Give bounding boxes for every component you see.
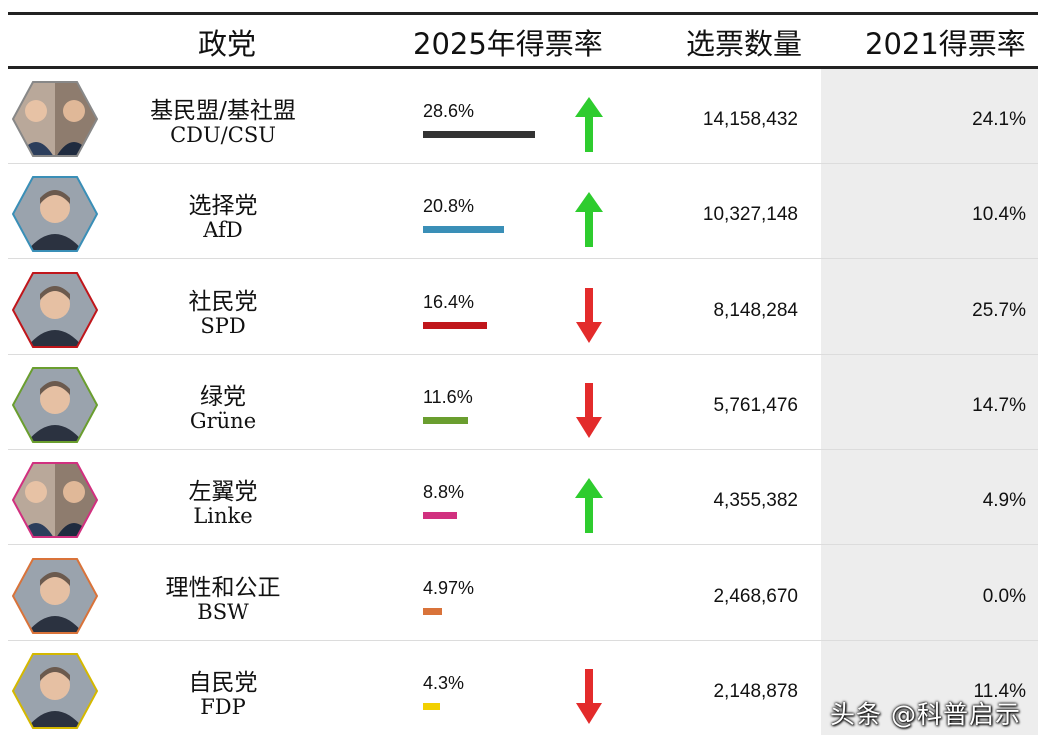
leader-portrait-icon — [12, 557, 98, 634]
arrow-down-icon — [576, 382, 602, 438]
party-name-cn: 选择党 — [188, 193, 258, 220]
share-2025-label: 8.8% — [423, 482, 465, 503]
table-row: 理性和公正 BSW 4.97% 2,468,670 0.0% — [8, 546, 1038, 641]
share-2021-value: 14.7% — [972, 394, 1026, 416]
share-2021-value: 24.1% — [972, 109, 1026, 130]
row-divider — [8, 258, 1038, 260]
party-name-en: SPD — [200, 313, 246, 338]
share-2021-value: 4.9% — [982, 490, 1026, 512]
header-share-2025: 2025年得票率 — [413, 27, 603, 61]
party-name-en: BSW — [197, 599, 249, 624]
party-name-cn: 绿党 — [200, 383, 246, 410]
share-2025-label: 4.3% — [423, 672, 465, 693]
share-2021-value: 11.4% — [973, 680, 1026, 702]
row-divider — [8, 544, 1038, 546]
leader-portrait-icon — [12, 652, 98, 729]
vote-count: 2,148,878 — [713, 680, 798, 702]
vote-count: 2,468,670 — [713, 585, 798, 607]
table-row: 自民党 FDP 4.3% 2,148,878 11.4% — [8, 641, 1038, 736]
party-name-en: Grüne — [189, 408, 257, 433]
share-2021-value: 0.0% — [982, 585, 1026, 607]
party-name-cn: 基民盟/基社盟 — [150, 98, 296, 124]
table-header: 政党 2025年得票率 选票数量 2021得票率 — [8, 15, 1038, 67]
row-divider — [8, 448, 1038, 450]
header-rule — [8, 66, 1038, 69]
two-leaders-portrait-icon — [12, 81, 98, 157]
share-2025-bar — [423, 321, 487, 329]
table-top-rule — [8, 12, 1038, 15]
share-2025-bar — [423, 607, 443, 615]
vote-count: 10,327,148 — [702, 204, 798, 226]
share-2025-label: 20.8% — [423, 196, 475, 217]
party-name-cn: 自民党 — [188, 669, 258, 696]
row-divider — [8, 353, 1038, 355]
header-party: 政党 — [198, 27, 257, 61]
vote-count: 4,355,382 — [713, 490, 798, 512]
share-2025-label: 16.4% — [423, 291, 475, 312]
table-row: 基民盟/基社盟 CDU/CSU 28.6% 14,158,432 24.1% — [8, 69, 1038, 164]
leader-portrait-icon — [12, 176, 98, 253]
column-2021-background — [821, 69, 1038, 735]
header-share-2021: 2021得票率 — [865, 27, 1026, 61]
leader-portrait-icon — [12, 366, 98, 443]
party-name-en: Linke — [193, 504, 253, 529]
watermark: 头条 @科普启示 — [830, 700, 1021, 729]
share-2025-label: 28.6% — [423, 101, 475, 121]
arrow-up-icon — [575, 478, 603, 534]
vote-count: 8,148,284 — [713, 299, 798, 321]
row-divider — [8, 639, 1038, 641]
arrow-down-icon — [576, 668, 602, 724]
two-leaders-portrait-icon — [12, 462, 98, 539]
row-divider — [8, 163, 1038, 164]
share-2025-label: 4.97% — [423, 577, 475, 598]
share-2025-bar — [423, 416, 469, 424]
table-row: 绿党 Grüne 11.6% 5,761,476 14.7% — [8, 355, 1038, 450]
party-name-cn: 理性和公正 — [165, 574, 281, 601]
share-2021-value: 10.4% — [972, 204, 1026, 226]
share-2025-bar — [423, 226, 505, 234]
vote-count: 14,158,432 — [702, 109, 798, 130]
share-2025-bar — [423, 512, 458, 520]
arrow-up-icon — [575, 192, 603, 248]
arrow-down-icon — [576, 287, 602, 343]
share-2021-value: 25.7% — [972, 299, 1026, 321]
party-name-en: FDP — [200, 694, 246, 719]
share-2025-bar — [423, 131, 535, 138]
table-row: 社民党 SPD 16.4% 8,148,284 25.7% — [8, 260, 1038, 355]
party-name-cn: 社民党 — [188, 288, 258, 315]
party-name-en: CDU/CSU — [170, 123, 276, 147]
arrow-up-icon — [575, 97, 603, 152]
party-name-cn: 左翼党 — [188, 479, 258, 506]
table-row: 左翼党 Linke 8.8% 4,355,382 4.9% — [8, 450, 1038, 546]
party-name-en: AfD — [203, 218, 243, 243]
share-2025-bar — [423, 702, 440, 710]
vote-count: 5,761,476 — [713, 394, 798, 416]
table-row: 选择党 AfD 20.8% 10,327,148 10.4% — [8, 164, 1038, 260]
header-votes: 选票数量 — [686, 27, 803, 61]
leader-portrait-icon — [12, 271, 98, 348]
share-2025-label: 11.6% — [423, 386, 473, 407]
